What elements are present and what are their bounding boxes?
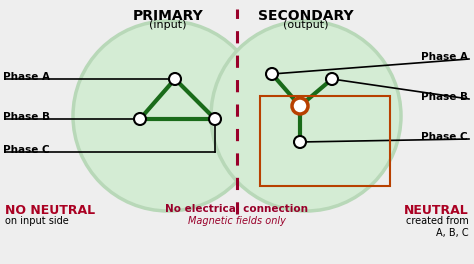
Bar (260, 96, 390, 186)
Text: Phase C: Phase C (3, 145, 50, 155)
Text: Phase B: Phase B (3, 112, 50, 122)
Circle shape (326, 73, 338, 85)
Text: created from
A, B, C: created from A, B, C (406, 216, 469, 238)
Text: Phase A: Phase A (3, 72, 50, 82)
Circle shape (169, 73, 181, 85)
Text: NO NEUTRAL: NO NEUTRAL (5, 204, 95, 217)
Circle shape (294, 136, 306, 148)
Text: Phase B: Phase B (421, 92, 468, 102)
Circle shape (134, 113, 146, 125)
Circle shape (266, 68, 278, 80)
Text: on input side: on input side (5, 216, 69, 226)
Text: PRIMARY: PRIMARY (133, 9, 203, 23)
Text: Phase A: Phase A (421, 52, 468, 62)
Text: Phase C: Phase C (421, 132, 468, 142)
Circle shape (209, 113, 221, 125)
Circle shape (211, 21, 401, 211)
Text: No electrical connection: No electrical connection (165, 204, 309, 214)
Text: NEUTRAL: NEUTRAL (404, 204, 469, 217)
Text: (output): (output) (283, 20, 329, 30)
Circle shape (292, 98, 308, 114)
Circle shape (73, 21, 263, 211)
Text: SECONDARY: SECONDARY (258, 9, 354, 23)
Text: Magnetic fields only: Magnetic fields only (188, 216, 286, 226)
Text: (input): (input) (149, 20, 187, 30)
